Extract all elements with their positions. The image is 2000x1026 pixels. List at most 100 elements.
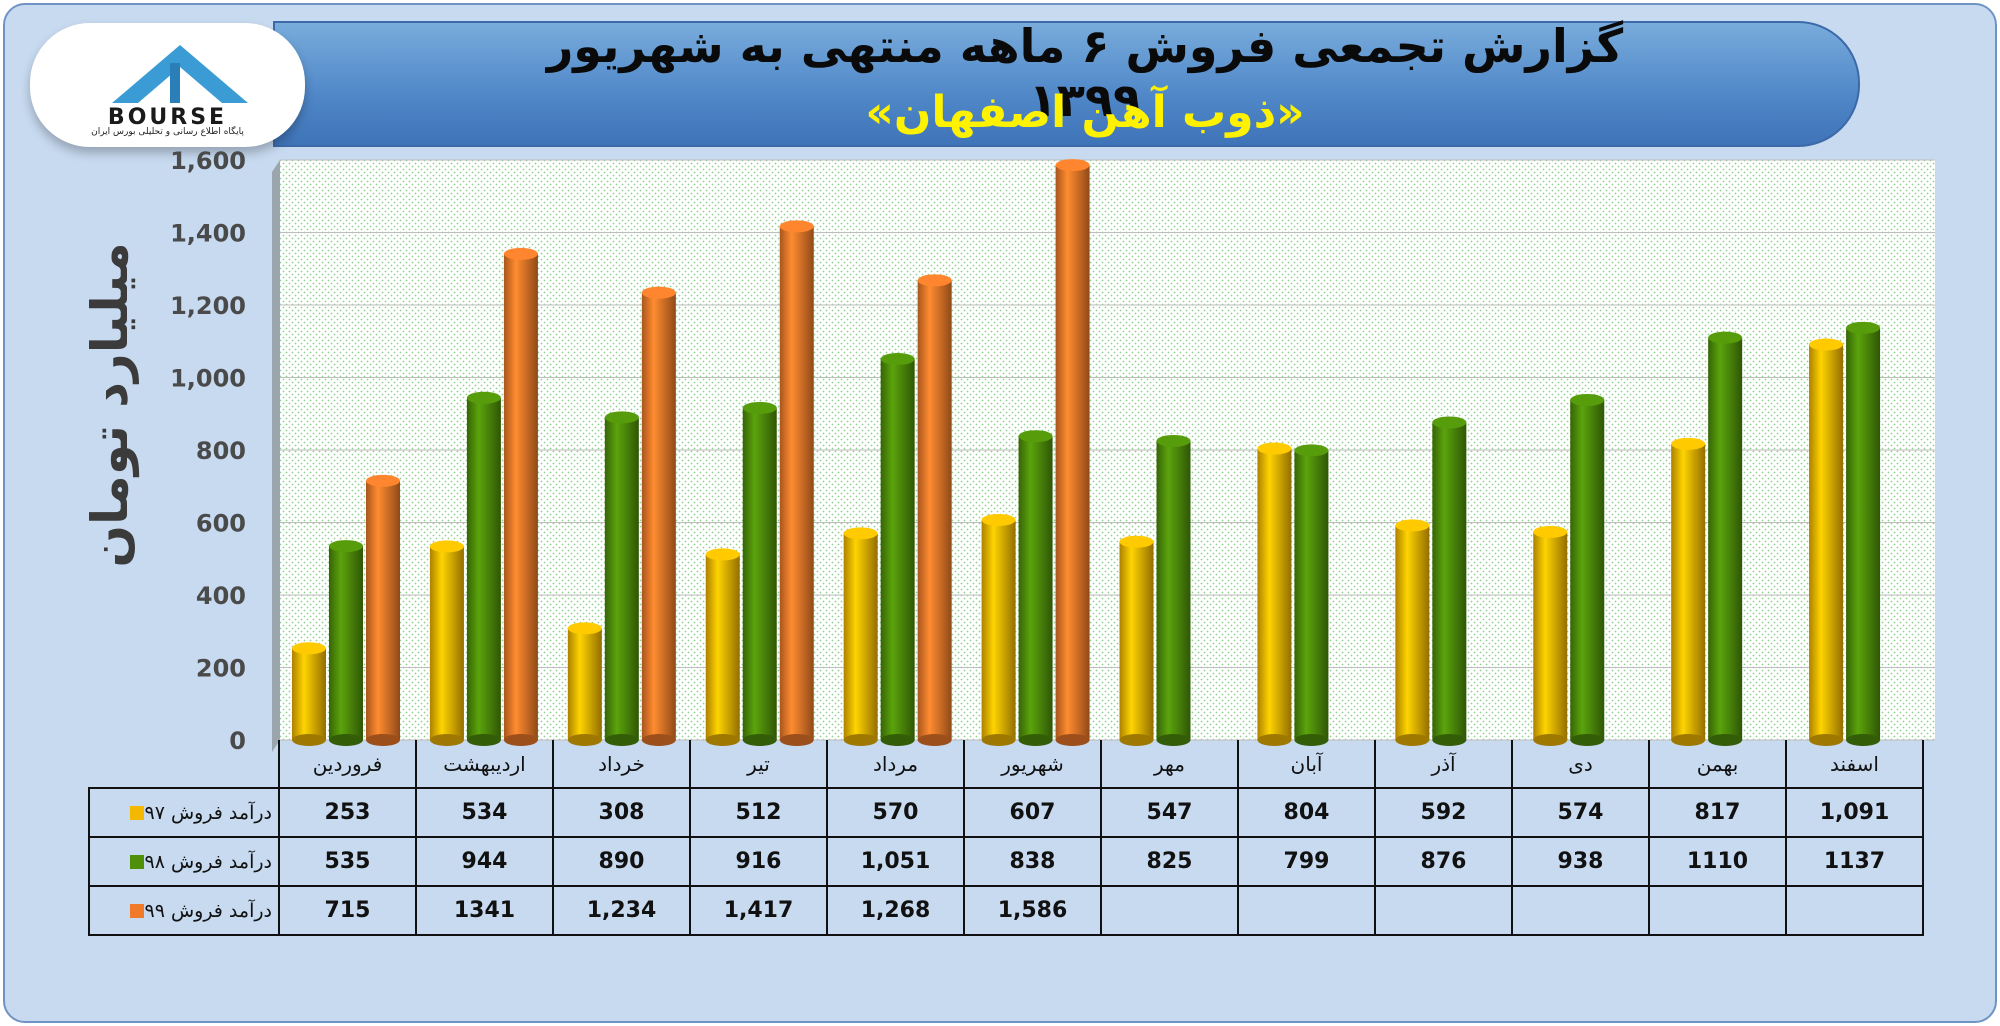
- x-tick-label: دی: [1511, 740, 1650, 789]
- logo-subtitle: پایگاه اطلاع رسانی و تحلیلی بورس ایران: [91, 127, 244, 137]
- bar: [503, 247, 538, 746]
- x-tick-label: مرداد: [826, 740, 965, 789]
- bar: [1257, 442, 1292, 746]
- bar: [1294, 444, 1329, 746]
- bar-body: [742, 407, 777, 740]
- data-label: 838: [963, 836, 1102, 887]
- bar-body: [779, 226, 814, 740]
- data-label: 1,051: [826, 836, 965, 887]
- bar-body: [1156, 440, 1191, 740]
- x-tick-label: آبان: [1237, 740, 1376, 789]
- bar-body: [1294, 450, 1329, 740]
- logo-text: BOURSE: [107, 105, 228, 130]
- data-label: 534: [415, 787, 554, 838]
- legend-entry: درآمد فروش ۹۸: [88, 836, 280, 887]
- bar: [466, 391, 501, 746]
- table-corner: [89, 740, 279, 788]
- bar-body: [1570, 399, 1605, 740]
- bar-cap: [292, 642, 326, 655]
- bar: [917, 274, 952, 746]
- bar: [1533, 525, 1568, 746]
- bar-cap: [1257, 442, 1292, 455]
- bar-body: [567, 628, 602, 740]
- bar: [779, 220, 814, 746]
- table-row: درآمد فروش ۹۸ 535 944 890 916 1,051 838 825 799 8…: [88, 836, 1924, 887]
- data-label: 1,091: [1785, 787, 1924, 838]
- data-label: 938: [1511, 836, 1650, 887]
- bar-cap: [329, 540, 363, 553]
- bar-body: [329, 546, 363, 740]
- y-tick-label: 800: [196, 437, 246, 465]
- y-tick-label: 1,200: [170, 292, 246, 320]
- bar: [981, 513, 1016, 746]
- bar: [292, 642, 326, 746]
- bar-cap: [705, 548, 740, 561]
- table-header-row: فروردین اردیبهشت خرداد تیر مرداد شهریور مهر آبا…: [89, 740, 1924, 789]
- bar-body: [1119, 541, 1154, 740]
- data-label: 1,234: [552, 885, 691, 936]
- data-label: 574: [1511, 787, 1650, 838]
- bar-cap: [880, 353, 915, 366]
- data-label: 1110: [1648, 836, 1787, 887]
- x-tick-label: مهر: [1100, 740, 1239, 789]
- data-label: 308: [552, 787, 691, 838]
- bar-cap: [1432, 416, 1467, 429]
- bar-body: [705, 554, 740, 740]
- data-label: 535: [278, 836, 417, 887]
- y-tick-label: 1,000: [170, 365, 246, 393]
- legend-entry: درآمد فروش ۹۷: [88, 787, 280, 838]
- bar-cap: [1533, 525, 1568, 538]
- bar-cap: [604, 411, 639, 424]
- data-label: [1785, 885, 1924, 936]
- data-label: [1511, 885, 1650, 936]
- bar-cap: [1119, 535, 1154, 548]
- bar-body: [1809, 344, 1844, 740]
- data-label: 715: [278, 885, 417, 936]
- bar: [366, 474, 400, 746]
- bar-cap: [1671, 437, 1706, 450]
- bar: [880, 353, 915, 746]
- x-tick-label: اسفند: [1785, 740, 1924, 789]
- bar: [1570, 393, 1605, 746]
- data-label: 1,586: [963, 885, 1102, 936]
- bar: [705, 548, 740, 746]
- table-row: درآمد فروش ۹۷ 253 534 308 512 570 607 547 804 592…: [88, 787, 1924, 838]
- data-label: 570: [826, 787, 965, 838]
- data-label: [1100, 885, 1239, 936]
- bar-cap: [779, 220, 814, 233]
- data-label: 1137: [1785, 836, 1924, 887]
- bar: [1395, 519, 1430, 746]
- bourse-logo-icon: [112, 45, 248, 103]
- bar-body: [843, 533, 878, 740]
- bar: [641, 286, 676, 746]
- bar-cap: [503, 247, 538, 260]
- bar-cap: [1395, 519, 1430, 532]
- bar-body: [1708, 337, 1743, 740]
- bar-cap: [1018, 430, 1053, 443]
- bar-cap: [843, 527, 878, 540]
- bar-body: [1257, 448, 1292, 740]
- data-label: 944: [415, 836, 554, 887]
- bar-body: [880, 359, 915, 740]
- legend-entry: درآمد فروش ۹۹: [88, 885, 280, 936]
- x-tick-label: خرداد: [552, 740, 691, 789]
- data-label: [1237, 885, 1376, 936]
- data-label: 825: [1100, 836, 1239, 887]
- bar-cap: [1294, 444, 1329, 457]
- chart-title: گزارش تجمعی فروش ۶ ماهه منتهی به شهریور …: [546, 19, 1624, 127]
- data-label: [1648, 885, 1787, 936]
- data-label: 1341: [415, 885, 554, 936]
- x-tick-label: آذر: [1374, 740, 1513, 789]
- bar-cap: [1708, 331, 1743, 344]
- legend-swatch: [130, 904, 145, 918]
- legend-label: درآمد فروش ۹۹: [144, 899, 272, 922]
- bar: [1119, 535, 1154, 746]
- plot-side-wall: [272, 160, 280, 752]
- bar-body: [292, 648, 326, 740]
- bar-body: [503, 253, 538, 740]
- bar-body: [1395, 525, 1430, 740]
- title-banner: [273, 21, 1860, 147]
- bar-body: [981, 519, 1016, 740]
- data-label: 804: [1237, 787, 1376, 838]
- bar-body: [366, 480, 400, 740]
